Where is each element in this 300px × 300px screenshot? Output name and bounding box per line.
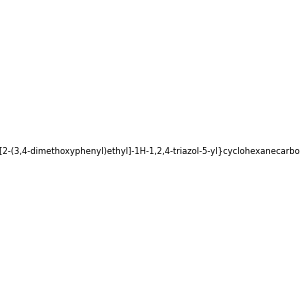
Text: N-{3-[2-(3,4-dimethoxyphenyl)ethyl]-1H-1,2,4-triazol-5-yl}cyclohexanecarboxamide: N-{3-[2-(3,4-dimethoxyphenyl)ethyl]-1H-1… [0,147,300,156]
